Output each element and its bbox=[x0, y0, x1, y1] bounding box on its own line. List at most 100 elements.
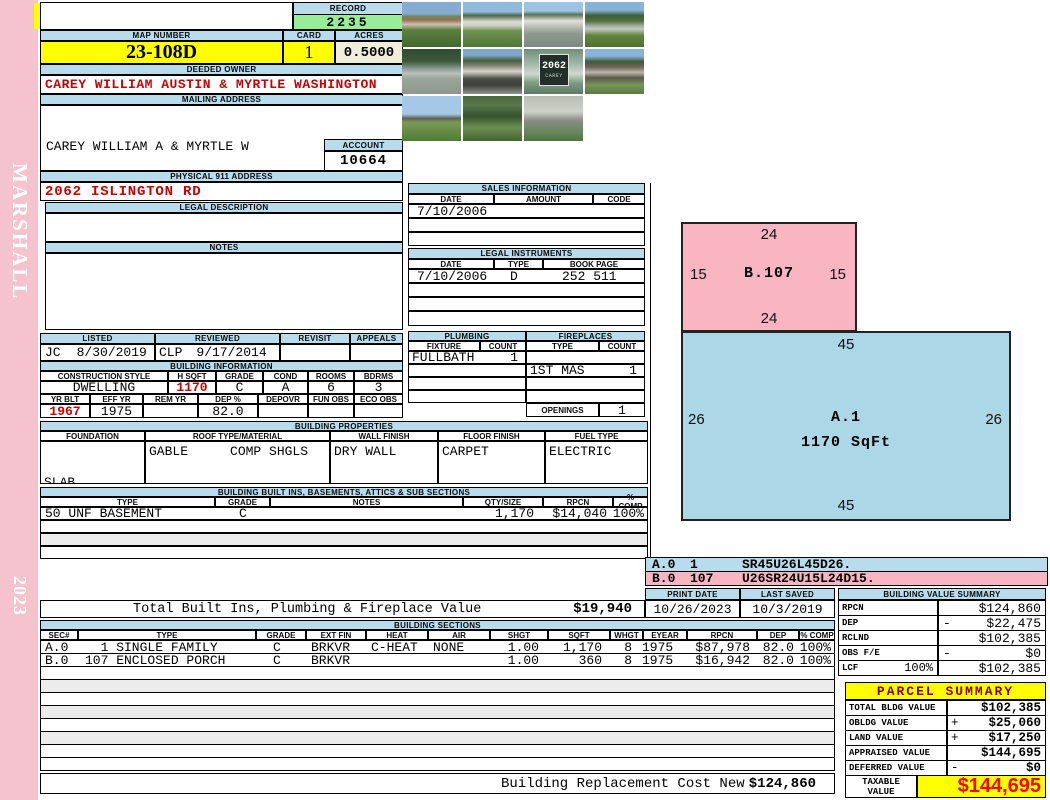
fireplaces-col-type: TYPE bbox=[526, 341, 599, 351]
instrument-row-empty bbox=[408, 283, 645, 297]
bvs-value: $22,475 bbox=[986, 615, 1041, 631]
section-comp: 100% bbox=[799, 640, 831, 654]
sales-col-code: CODE bbox=[593, 194, 645, 204]
instrument-row: 7/10/2006 D 252 511 bbox=[408, 269, 645, 283]
reviewed-by: CLP bbox=[159, 345, 183, 360]
legend-code: 107 bbox=[690, 571, 714, 586]
parcel-value: $17,250 bbox=[988, 731, 1041, 745]
notes-box bbox=[45, 253, 403, 330]
built-ins-col-type: TYPE bbox=[40, 497, 215, 507]
built-ins-col-notes: NOTES bbox=[270, 497, 463, 507]
brcn-value: $124,860 bbox=[748, 775, 816, 792]
sketch-area-a: 1170 SqFt bbox=[800, 434, 891, 451]
bvs-label: LCF bbox=[842, 663, 859, 673]
remyr-value bbox=[143, 404, 198, 418]
section-type: 1 SINGLE FAMILY bbox=[85, 640, 218, 654]
bvs-label: RCLND bbox=[842, 633, 870, 643]
bvs-label: DEP bbox=[842, 618, 859, 628]
effyr-value: 1975 bbox=[90, 404, 143, 418]
photo-thumbnail-sign[interactable]: 2062 CAREY bbox=[524, 49, 583, 94]
brcn-label: Building Replacement Cost New bbox=[501, 775, 745, 792]
ecoobs-value bbox=[354, 404, 403, 418]
listed-header: LISTED bbox=[40, 333, 155, 344]
built-ins-total-row: Total Built Ins, Plumbing & Fireplace Va… bbox=[40, 600, 645, 618]
photo-thumbnail-8[interactable] bbox=[585, 49, 644, 94]
section-extfin: BRKVR bbox=[311, 653, 351, 667]
parcel-sign: - bbox=[951, 761, 959, 775]
ecoobs-header: ECO OBS bbox=[354, 394, 403, 404]
remyr-header: REM YR bbox=[143, 394, 198, 404]
legend-vector: SR45U26L45D26. bbox=[742, 557, 852, 572]
bvs-sign: - bbox=[943, 645, 951, 661]
map-number-header: MAP NUMBER bbox=[40, 30, 283, 41]
taxable-label-line-2: VALUE bbox=[867, 786, 895, 797]
photo-thumbnail-1[interactable] bbox=[402, 2, 461, 47]
built-ins-total-label: Total Built Ins, Plumbing & Fireplace Va… bbox=[133, 601, 482, 617]
section-sec: A.0 bbox=[45, 640, 69, 654]
built-ins-header: BUILDING BUILT INS, BASEMENTS, ATTICS & … bbox=[40, 487, 648, 497]
vendor-name: MARSHALL bbox=[8, 163, 32, 301]
appeals-header: APPEALS bbox=[350, 333, 403, 344]
revisit-header: REVISIT bbox=[280, 333, 350, 344]
photo-thumbnail-9[interactable] bbox=[402, 96, 461, 141]
bvs-value-rpcn: $124,860 bbox=[938, 600, 1046, 616]
sections-col-grade: GRADE bbox=[256, 630, 306, 640]
instrument-type: D bbox=[510, 269, 518, 283]
instrument-bookpage: 252 511 bbox=[562, 269, 617, 283]
photo-thumbnail-2[interactable] bbox=[463, 2, 522, 47]
foundation-line-1: SLAB bbox=[44, 475, 76, 484]
floor-finish-value: CARPET bbox=[438, 441, 545, 484]
building-value-summary-header: BUILDING VALUE SUMMARY bbox=[838, 588, 1046, 600]
parcel-sign: + bbox=[951, 731, 959, 745]
print-date-value: 10/26/2023 bbox=[645, 600, 740, 618]
taxable-value: $144,695 bbox=[917, 775, 1046, 798]
card-year: 2023 bbox=[10, 576, 30, 616]
construction-style-header: CONSTRUCTION STYLE bbox=[40, 371, 168, 381]
section-comp: 100% bbox=[799, 653, 831, 667]
photo-thumbnail-10[interactable] bbox=[463, 96, 522, 141]
openings-label: OPENINGS bbox=[526, 403, 599, 417]
sections-col-whgt: WHGT bbox=[610, 630, 643, 640]
sales-header: SALES INFORMATION bbox=[408, 183, 645, 194]
rooms-header: ROOMS bbox=[308, 371, 354, 381]
section-eyear: 1975 bbox=[642, 640, 674, 654]
sales-col-amount: AMOUNT bbox=[494, 194, 593, 204]
photo-thumbnail-4[interactable] bbox=[585, 2, 644, 47]
sketch-label-a: A.1 bbox=[830, 409, 861, 426]
fireplace-row-empty bbox=[526, 377, 645, 390]
legend-sec: B.0 bbox=[652, 571, 676, 586]
mailing-address-header: MAILING ADDRESS bbox=[40, 94, 403, 105]
photo-thumbnail-6[interactable] bbox=[463, 49, 522, 94]
cond-header: COND bbox=[263, 371, 308, 381]
section-air: NONE bbox=[433, 640, 465, 654]
column-divider bbox=[650, 183, 651, 583]
dim-a-bottom: 45 bbox=[837, 497, 855, 514]
photo-thumbnail-5[interactable] bbox=[402, 49, 461, 94]
section-sec: B.0 bbox=[45, 653, 69, 667]
built-in-qty: 1,170 bbox=[494, 507, 534, 520]
wall-finish-header: WALL FINISH bbox=[330, 431, 438, 441]
sections-col-sqft: SQFT bbox=[548, 630, 610, 640]
fireplaces-col-count: COUNT bbox=[599, 341, 645, 351]
fireplace-count: 1 bbox=[629, 364, 637, 377]
dim-a-top: 45 bbox=[837, 336, 855, 353]
section-shgt: 1.00 bbox=[507, 640, 539, 654]
built-in-row: 50 UNF BASEMENT C 1,170 $14,040 100% bbox=[40, 507, 648, 520]
sketch-section-b: 24 15 15 B.107 24 bbox=[681, 222, 857, 332]
plumbing-row-empty bbox=[408, 390, 526, 403]
legend-vector: U26SR24U15L24D15. bbox=[742, 571, 875, 586]
photo-thumbnail-3[interactable] bbox=[524, 2, 583, 47]
parcel-sign: + bbox=[951, 716, 959, 730]
built-in-type: 50 UNF BASEMENT bbox=[45, 507, 163, 520]
section-dep: 82.0 bbox=[762, 640, 794, 654]
parcel-value-land: + $17,250 bbox=[947, 730, 1046, 746]
section-row-empty bbox=[40, 679, 835, 693]
listed-by: JC bbox=[45, 345, 61, 360]
photo-thumbnail-11[interactable] bbox=[524, 96, 583, 141]
listed-value: JC 8/30/2019 bbox=[40, 344, 155, 361]
section-grade: C bbox=[273, 653, 281, 667]
foundation-header: FOUNDATION bbox=[40, 431, 145, 441]
built-in-row-empty bbox=[40, 520, 648, 533]
fuel-type-value: ELECTRIC bbox=[545, 441, 648, 484]
reviewed-value: CLP 9/17/2014 bbox=[155, 344, 280, 361]
